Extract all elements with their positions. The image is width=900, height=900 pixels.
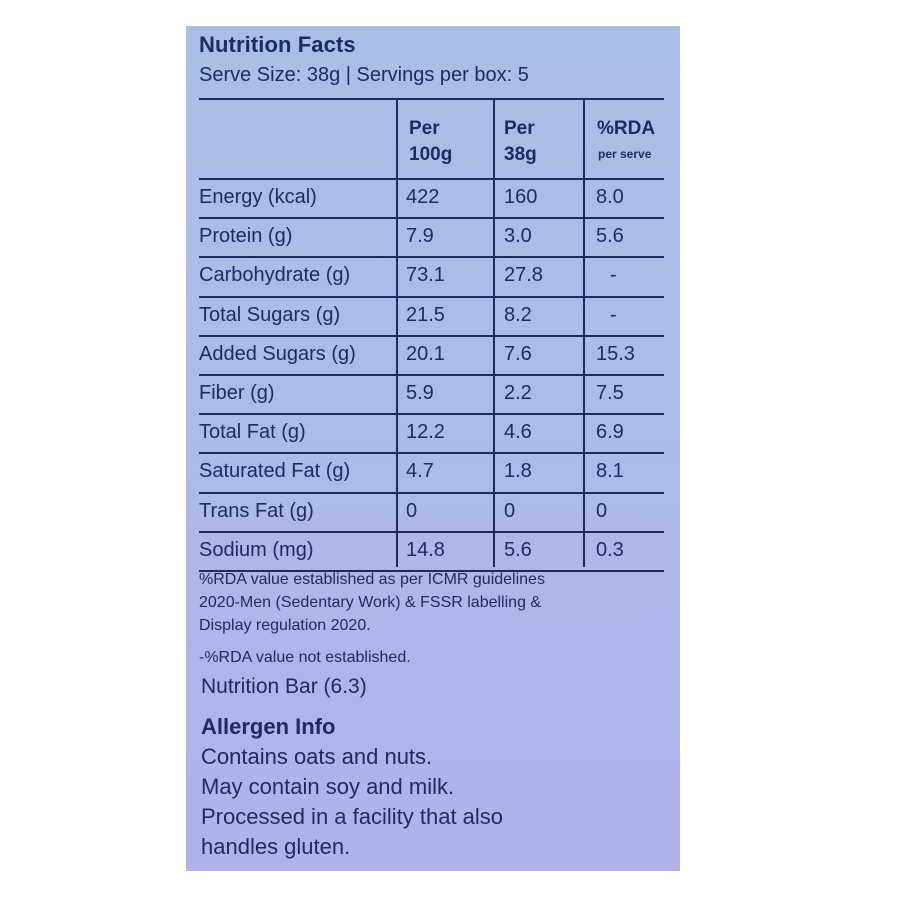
value-per-serve: 4.6 xyxy=(504,421,532,444)
nutrient-name: Fiber (g) xyxy=(199,382,275,404)
value-per-serve: 7.6 xyxy=(504,342,532,365)
column-header-rda-sub: per serve xyxy=(598,147,652,161)
value-per-serve: 1.8 xyxy=(504,460,532,483)
column-header-per-100g-line2: 100g xyxy=(409,144,453,165)
value-per-serve: 0 xyxy=(504,499,516,522)
value-rda: 5.6 xyxy=(596,225,624,248)
table-rule xyxy=(199,452,664,454)
serving-info: Serve Size: 38g | Servings per box: 5 xyxy=(199,64,529,86)
value-rda: - xyxy=(610,303,617,326)
nutrient-name: Carbohydrate (g) xyxy=(199,264,351,287)
value-per-100g: 7.9 xyxy=(406,225,434,248)
allergen-line: handles gluten. xyxy=(201,834,351,859)
value-per-serve: 2.2 xyxy=(504,382,532,404)
column-divider xyxy=(583,100,585,567)
value-per-serve: 5.6 xyxy=(504,538,532,561)
table-rule xyxy=(199,492,664,494)
nutrient-name: Energy (kcal) xyxy=(199,186,317,208)
value-per-serve: 3.0 xyxy=(504,225,532,248)
column-header-per-38g-line2: 38g xyxy=(504,144,537,165)
table-rule xyxy=(199,570,664,572)
column-header-per-100g-line1: Per xyxy=(409,118,440,139)
nutrition-bar-label: Nutrition Bar (6.3) xyxy=(201,675,367,698)
nutrient-name: Sodium (mg) xyxy=(199,538,314,561)
table-rule xyxy=(199,217,664,219)
value-per-serve: 160 xyxy=(504,186,538,208)
column-header-per-38g-line1: Per xyxy=(504,118,535,139)
column-header-rda: %RDA xyxy=(597,118,656,139)
table-rule xyxy=(199,178,664,180)
value-per-100g: 0 xyxy=(406,499,418,522)
value-per-100g: 5.9 xyxy=(406,382,434,404)
value-per-serve: 27.8 xyxy=(504,264,543,287)
value-rda: 8.1 xyxy=(596,460,624,483)
rda-footnote-line: %RDA value established as per ICMR guide… xyxy=(199,571,545,588)
table-rule xyxy=(199,413,664,415)
table-rule xyxy=(199,98,664,100)
value-per-100g: 20.1 xyxy=(406,342,445,365)
value-per-100g: 422 xyxy=(406,186,440,208)
value-per-100g: 4.7 xyxy=(406,460,434,483)
table-rule xyxy=(199,256,664,258)
nutrient-name: Protein (g) xyxy=(199,225,293,248)
value-rda: 6.9 xyxy=(596,421,624,444)
allergen-line: Contains oats and nuts. xyxy=(201,744,433,769)
nutrition-facts-title: Nutrition Facts xyxy=(199,32,356,57)
value-rda: 7.5 xyxy=(596,382,624,404)
column-divider xyxy=(493,100,495,567)
table-rule xyxy=(199,296,664,298)
value-rda: 0 xyxy=(596,499,608,522)
allergen-info-text: Contains oats and nuts. May contain soy a… xyxy=(201,742,503,862)
value-rda: 0.3 xyxy=(596,538,624,561)
rda-not-established-note: -%RDA value not established. xyxy=(199,649,411,666)
value-per-serve: 8.2 xyxy=(504,303,532,326)
column-header-per-38g: Per 38g xyxy=(504,116,537,168)
column-header-per-100g: Per 100g xyxy=(409,116,452,168)
value-per-100g: 21.5 xyxy=(406,303,445,326)
allergen-line: May contain soy and milk. xyxy=(201,774,455,799)
rda-footnote-line: 2020-Men (Sedentary Work) & FSSR labelli… xyxy=(199,594,542,611)
rda-footnote-line: Display regulation 2020. xyxy=(199,617,371,634)
nutrient-name: Total Fat (g) xyxy=(199,421,306,444)
value-rda: - xyxy=(610,264,617,287)
value-rda: 8.0 xyxy=(596,186,624,208)
value-per-100g: 73.1 xyxy=(406,264,445,287)
nutrient-name: Saturated Fat (g) xyxy=(199,460,351,483)
nutrient-name: Trans Fat (g) xyxy=(199,499,314,522)
allergen-info-title: Allergen Info xyxy=(201,714,336,739)
nutrient-name: Total Sugars (g) xyxy=(199,303,341,326)
value-per-100g: 12.2 xyxy=(406,421,445,444)
nutrition-label-panel: Nutrition Facts Serve Size: 38g | Servin… xyxy=(186,26,680,871)
allergen-line: Processed in a facility that also xyxy=(201,804,504,829)
table-rule xyxy=(199,531,664,533)
column-divider xyxy=(396,100,398,567)
nutrient-name: Added Sugars (g) xyxy=(199,342,356,365)
value-rda: 15.3 xyxy=(596,342,635,365)
value-per-100g: 14.8 xyxy=(406,538,445,561)
table-rule xyxy=(199,374,664,376)
table-rule xyxy=(199,335,664,337)
